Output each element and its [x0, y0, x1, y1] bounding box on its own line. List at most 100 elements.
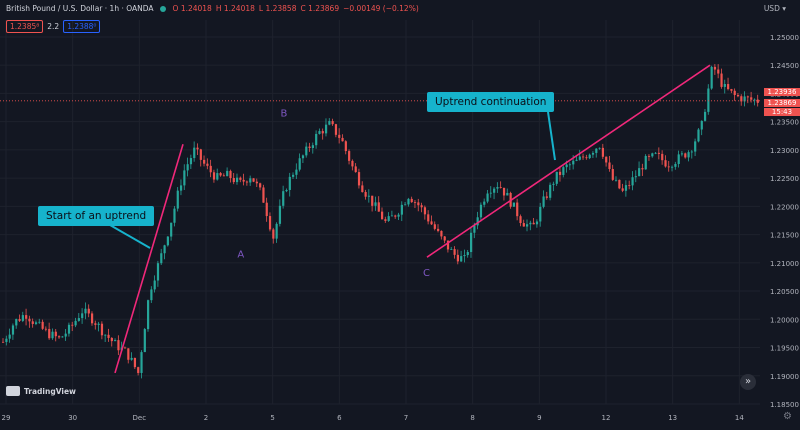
double-chevron-right-icon[interactable]: »: [740, 374, 756, 390]
candle-up: [311, 145, 314, 149]
candle-down: [384, 219, 387, 221]
candle-up: [690, 151, 693, 153]
candle-down: [44, 328, 48, 330]
candle-up: [671, 166, 674, 168]
candle-up: [575, 159, 578, 161]
candle-up: [723, 84, 726, 87]
candle-up: [301, 155, 305, 159]
tradingview-logo[interactable]: TradingView: [6, 386, 76, 396]
candle-down: [2, 341, 5, 343]
candle-up: [450, 249, 453, 250]
tradingview-logo-text: TradingView: [24, 386, 76, 396]
candle-down: [25, 315, 28, 319]
buy-button[interactable]: 1.2388⁰: [63, 20, 101, 33]
time-tick-label: 29: [2, 414, 11, 422]
candle-up: [173, 208, 176, 223]
candle-down: [740, 96, 743, 102]
candle-down: [516, 202, 519, 217]
candle-up: [150, 289, 153, 301]
candle-up: [298, 158, 301, 170]
candle-up: [130, 357, 133, 360]
candle-down: [605, 156, 608, 163]
candle-down: [618, 179, 621, 189]
candle-down: [727, 84, 730, 90]
candle-down: [348, 151, 351, 161]
candle-down: [321, 131, 324, 134]
candle-up: [324, 124, 328, 134]
candle-up: [466, 252, 469, 256]
candle-up: [624, 185, 628, 191]
candle-down: [545, 196, 548, 198]
candle-down: [110, 337, 113, 342]
candle-up: [235, 177, 239, 183]
candle-down: [48, 328, 51, 339]
candle-down: [354, 166, 357, 173]
candle-down: [344, 141, 347, 152]
candle-down: [272, 229, 275, 239]
candle-down: [117, 340, 120, 351]
candle-down: [232, 178, 235, 183]
point-label-a: A: [237, 249, 244, 260]
candle-up: [489, 192, 492, 194]
candle-down: [730, 89, 733, 91]
candle-up: [328, 121, 331, 125]
candle-up: [81, 313, 84, 319]
candle-down: [582, 156, 585, 158]
candle-up: [183, 170, 186, 186]
market-status-icon: [159, 5, 166, 12]
time-tick-label: 9: [537, 414, 541, 422]
candle-down: [308, 146, 311, 149]
candle-up: [638, 168, 641, 177]
candle-up: [644, 155, 647, 170]
candle-up: [542, 196, 545, 207]
sell-button[interactable]: 1.2385⁸: [6, 20, 44, 33]
time-tick-label: 30: [68, 414, 77, 422]
currency-selector[interactable]: USD ▾: [763, 4, 786, 13]
point-label-b: B: [281, 108, 288, 119]
candle-down: [522, 223, 525, 227]
candle-down: [667, 166, 670, 168]
candle-up: [404, 204, 407, 206]
candle-up: [496, 187, 499, 189]
candle-up: [535, 221, 539, 225]
candle-up: [226, 170, 229, 177]
candle-up: [680, 153, 684, 155]
candle-up: [674, 163, 677, 167]
candle-down: [196, 147, 199, 150]
point-label-c: C: [423, 268, 430, 279]
time-tick-label: 5: [270, 414, 274, 422]
price-tag-top: 1.23936: [764, 88, 800, 96]
price-tick-label: 1.22000: [770, 203, 799, 211]
candle-up: [288, 176, 291, 190]
candle-down: [446, 240, 450, 250]
candle-down: [341, 137, 344, 142]
candle-up: [529, 222, 532, 225]
trendline-start-uptrend: [114, 144, 184, 374]
candle-up: [64, 333, 67, 337]
candle-up: [34, 322, 38, 324]
candle-up: [694, 141, 697, 152]
candle-up: [176, 190, 179, 209]
gear-icon[interactable]: ⚙: [783, 411, 792, 422]
candle-up: [539, 206, 542, 222]
candle-up: [703, 111, 707, 121]
candle-down: [601, 147, 605, 157]
candle-down: [338, 134, 341, 138]
candle-down: [499, 187, 502, 188]
candle-down: [31, 321, 34, 324]
candle-down: [453, 249, 456, 255]
candle-up: [506, 192, 509, 196]
ohlc-low: L 1.23858: [258, 4, 297, 13]
candle-up: [400, 204, 403, 215]
candle-up: [588, 154, 591, 159]
candle-up: [143, 329, 146, 353]
candle-up: [38, 321, 41, 323]
candle-down: [733, 90, 736, 96]
candle-up: [555, 171, 558, 184]
candle-down: [199, 149, 202, 160]
symbol-title[interactable]: British Pound / U.S. Dollar · 1h · OANDA: [6, 4, 154, 13]
candle-up: [578, 156, 581, 160]
price-tick-label: 1.25000: [770, 34, 799, 42]
